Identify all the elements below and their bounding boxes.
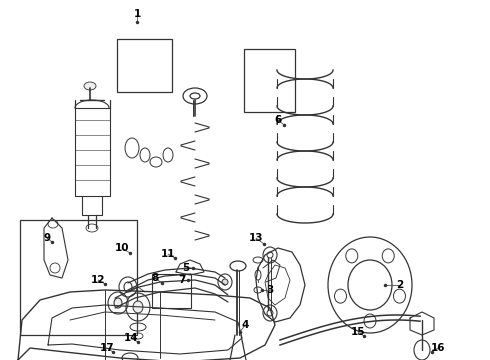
Text: 2: 2 <box>396 280 404 290</box>
Bar <box>152 274 191 308</box>
Text: 7: 7 <box>178 275 186 285</box>
Bar <box>244 49 295 112</box>
Ellipse shape <box>133 301 143 313</box>
Text: 12: 12 <box>91 275 105 285</box>
Ellipse shape <box>114 298 122 308</box>
Text: 11: 11 <box>161 249 175 259</box>
Text: 10: 10 <box>115 243 129 253</box>
Text: 8: 8 <box>151 273 159 283</box>
Ellipse shape <box>84 82 96 90</box>
Bar <box>20 220 137 335</box>
Text: 13: 13 <box>249 233 263 243</box>
Text: 4: 4 <box>241 320 249 330</box>
Text: 15: 15 <box>351 327 365 337</box>
Text: 5: 5 <box>182 263 190 273</box>
Text: 9: 9 <box>44 233 50 243</box>
Text: 16: 16 <box>431 343 445 353</box>
Text: 3: 3 <box>267 285 273 295</box>
Text: 6: 6 <box>274 115 282 125</box>
Text: 14: 14 <box>123 333 138 343</box>
Ellipse shape <box>222 279 228 285</box>
Text: 1: 1 <box>133 9 141 19</box>
Text: 17: 17 <box>99 343 114 353</box>
Bar <box>117 39 172 92</box>
